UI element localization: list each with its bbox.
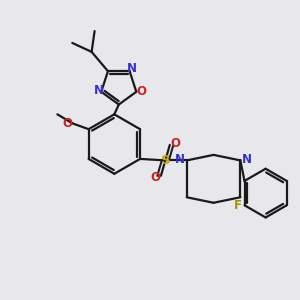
Text: N: N — [242, 153, 252, 166]
Text: N: N — [127, 62, 137, 75]
Text: S: S — [160, 154, 170, 167]
Text: F: F — [234, 199, 242, 212]
Text: O: O — [62, 117, 73, 130]
Text: O: O — [137, 85, 147, 98]
Text: N: N — [175, 153, 185, 166]
Text: O: O — [171, 137, 181, 150]
Text: O: O — [150, 171, 160, 184]
Text: N: N — [94, 84, 104, 97]
